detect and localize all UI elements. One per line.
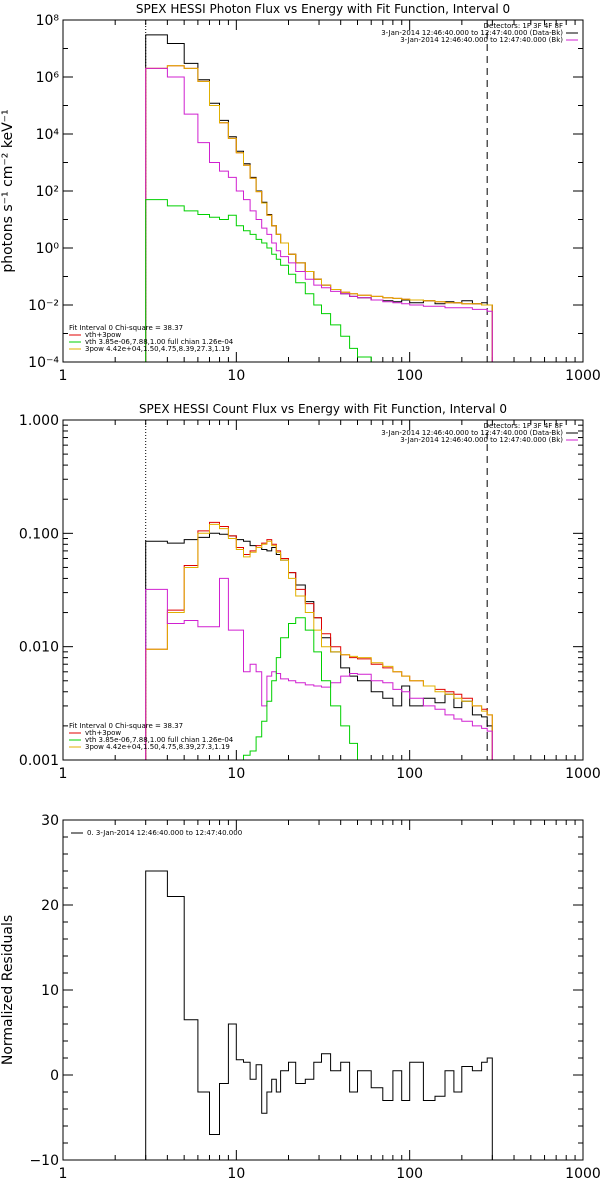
- y-tick-label: 10²: [36, 184, 59, 200]
- data-series-4: [145, 577, 493, 760]
- legend-entry: Detectors: 1F 3F 4F 8F: [484, 22, 563, 30]
- legend-entry: vth+3pow: [85, 729, 121, 737]
- x-tick-label: 10: [227, 368, 245, 384]
- legend-entry: 3-Jan-2014 12:46:40.000 to 12:47:40.000 …: [400, 36, 563, 44]
- x-tick-label: 10: [227, 766, 245, 782]
- legend-entry: 3pow 4.42e+04,1.50,4.75,8.39,27.3,1.19: [85, 345, 230, 353]
- x-tick-label: 1000: [565, 368, 600, 384]
- x-tick-label: 100: [396, 1166, 423, 1182]
- y-tick-label: 10⁻⁴: [28, 355, 59, 371]
- x-tick-label: 100: [396, 368, 423, 384]
- y-tick-label: 0: [50, 1068, 59, 1084]
- legend-entry: vth 3.85e-06,7.88,1.00 full chian 1.26e-…: [85, 338, 234, 346]
- y-tick-label: 10⁴: [36, 127, 60, 143]
- y-tick-label: −10: [29, 1153, 59, 1169]
- legend-entry: vth+3pow: [85, 331, 121, 339]
- legend-entry: Fit Interval 0 Chi-square = 38.37: [69, 324, 183, 332]
- series-group: [145, 34, 493, 362]
- y-tick-label: 20: [41, 898, 59, 914]
- y-tick-label: 1.000: [19, 413, 59, 429]
- x-tick-label: 1: [59, 766, 68, 782]
- legend-entry: vth 3.85e-06,7.88,1.00 full chian 1.26e-…: [85, 736, 234, 744]
- chart-title: SPEX HESSI Count Flux vs Energy with Fit…: [139, 402, 507, 416]
- plot-frame: [62, 19, 584, 363]
- legend-entry: Detectors: 1F 3F 4F 8F: [484, 422, 563, 430]
- x-tick-label: 10: [227, 1166, 245, 1182]
- legend-entry: Fit Interval 0 Chi-square = 38.37: [69, 722, 183, 730]
- data-series-1: [145, 870, 493, 1160]
- data-series-5: [145, 199, 399, 362]
- plot-frame: [62, 419, 584, 761]
- y-tick-label: 0.100: [19, 526, 59, 542]
- y-tick-label: 0.010: [19, 640, 59, 656]
- x-tick-label: 1000: [565, 1166, 600, 1182]
- legend-entry: 3-Jan-2014 12:46:40.000 to 12:47:40.000 …: [381, 29, 563, 37]
- y-tick-label: 10⁸: [36, 13, 60, 29]
- y-tick-label: 10⁶: [36, 70, 60, 86]
- y-axis-label: Normalized Residuals: [0, 915, 16, 1065]
- y-tick-label: 0.001: [19, 753, 59, 769]
- series-group: [145, 870, 493, 1160]
- legend-entry: 3-Jan-2014 12:46:40.000 to 12:47:40.000 …: [400, 436, 563, 444]
- y-axis-label: photons s⁻¹ cm⁻² keV⁻¹: [0, 109, 16, 272]
- y-tick-label: 10⁻²: [28, 298, 59, 314]
- chart-panel-3: 1 10 100 1000 −10 0 10 20 30 Normalized Residuals…: [0, 813, 600, 1182]
- plot-frame: [62, 819, 584, 1161]
- chart-panel-2: SPEX HESSI Count Flux vs Energy with Fit…: [19, 402, 600, 782]
- data-series-5: [145, 617, 377, 760]
- data-series-1: [145, 34, 493, 362]
- y-tick-label: 10⁰: [36, 241, 60, 257]
- data-series-3: [145, 523, 493, 760]
- y-tick-label: 30: [41, 813, 59, 829]
- legend-entry: 3-Jan-2014 12:46:40.000 to 12:47:40.000 …: [381, 429, 563, 437]
- x-tick-label: 1000: [565, 766, 600, 782]
- series-group: [145, 521, 493, 760]
- x-tick-label: 1: [59, 1166, 68, 1182]
- chart-panel-1: SPEX HESSI Photon Flux vs Energy with Fi…: [0, 2, 600, 384]
- x-tick-label: 1: [59, 368, 68, 384]
- legend-entry: 3pow 4.42e+04,1.50,4.75,8.39,27.3,1.19: [85, 743, 230, 751]
- chart-title: SPEX HESSI Photon Flux vs Energy with Fi…: [136, 2, 510, 16]
- y-tick-label: 10: [41, 983, 59, 999]
- data-series-4: [145, 67, 493, 362]
- x-tick-label: 100: [396, 766, 423, 782]
- legend-entry: 0. 3-Jan-2014 12:46:40.000 to 12:47:40.0…: [87, 829, 242, 837]
